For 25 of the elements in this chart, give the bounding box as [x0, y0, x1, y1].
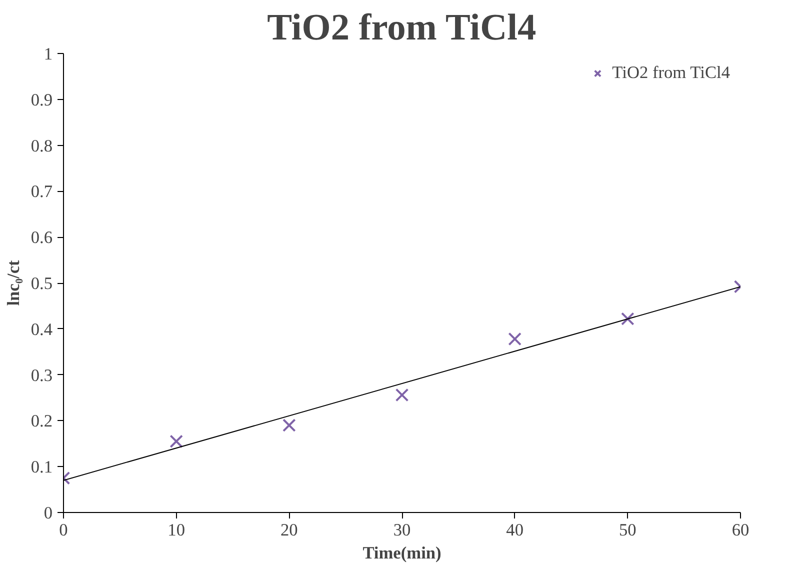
point [395, 388, 409, 402]
x-tick-label: 40 [506, 520, 524, 540]
x-tick-label: 60 [732, 520, 750, 540]
legend-label: TiO2 from TiCl4 [612, 63, 730, 83]
point [282, 418, 296, 432]
point [508, 332, 522, 346]
x-tick-label: 0 [59, 520, 68, 540]
y-tick-label: 0.9 [30, 90, 53, 110]
y-tick-label: 1 [44, 44, 53, 64]
y-axis-title: lnc₀/ct [4, 260, 23, 306]
y-tick-label: 0.8 [30, 136, 53, 156]
y-tick-label: 0 [44, 504, 53, 522]
x-tick-label: 50 [619, 520, 636, 540]
y-tick-label: 0.6 [30, 228, 53, 248]
x-tick-label: 30 [393, 520, 411, 540]
y-tick-label: 0.3 [30, 366, 53, 385]
chart-title: TiO2 from TiCl4 [267, 8, 536, 48]
y-tick-label: 0.7 [30, 182, 53, 202]
y-tick-label: 0.2 [30, 412, 53, 431]
y-tick-label: 0.1 [30, 458, 53, 477]
x-axis-title: Time(min) [362, 544, 442, 562]
y-tick-label: 0.5 [30, 274, 53, 293]
x-tick-label: 10 [168, 520, 185, 540]
x-tick-label: 20 [280, 520, 298, 540]
y-tick-label: 0.4 [30, 320, 53, 339]
